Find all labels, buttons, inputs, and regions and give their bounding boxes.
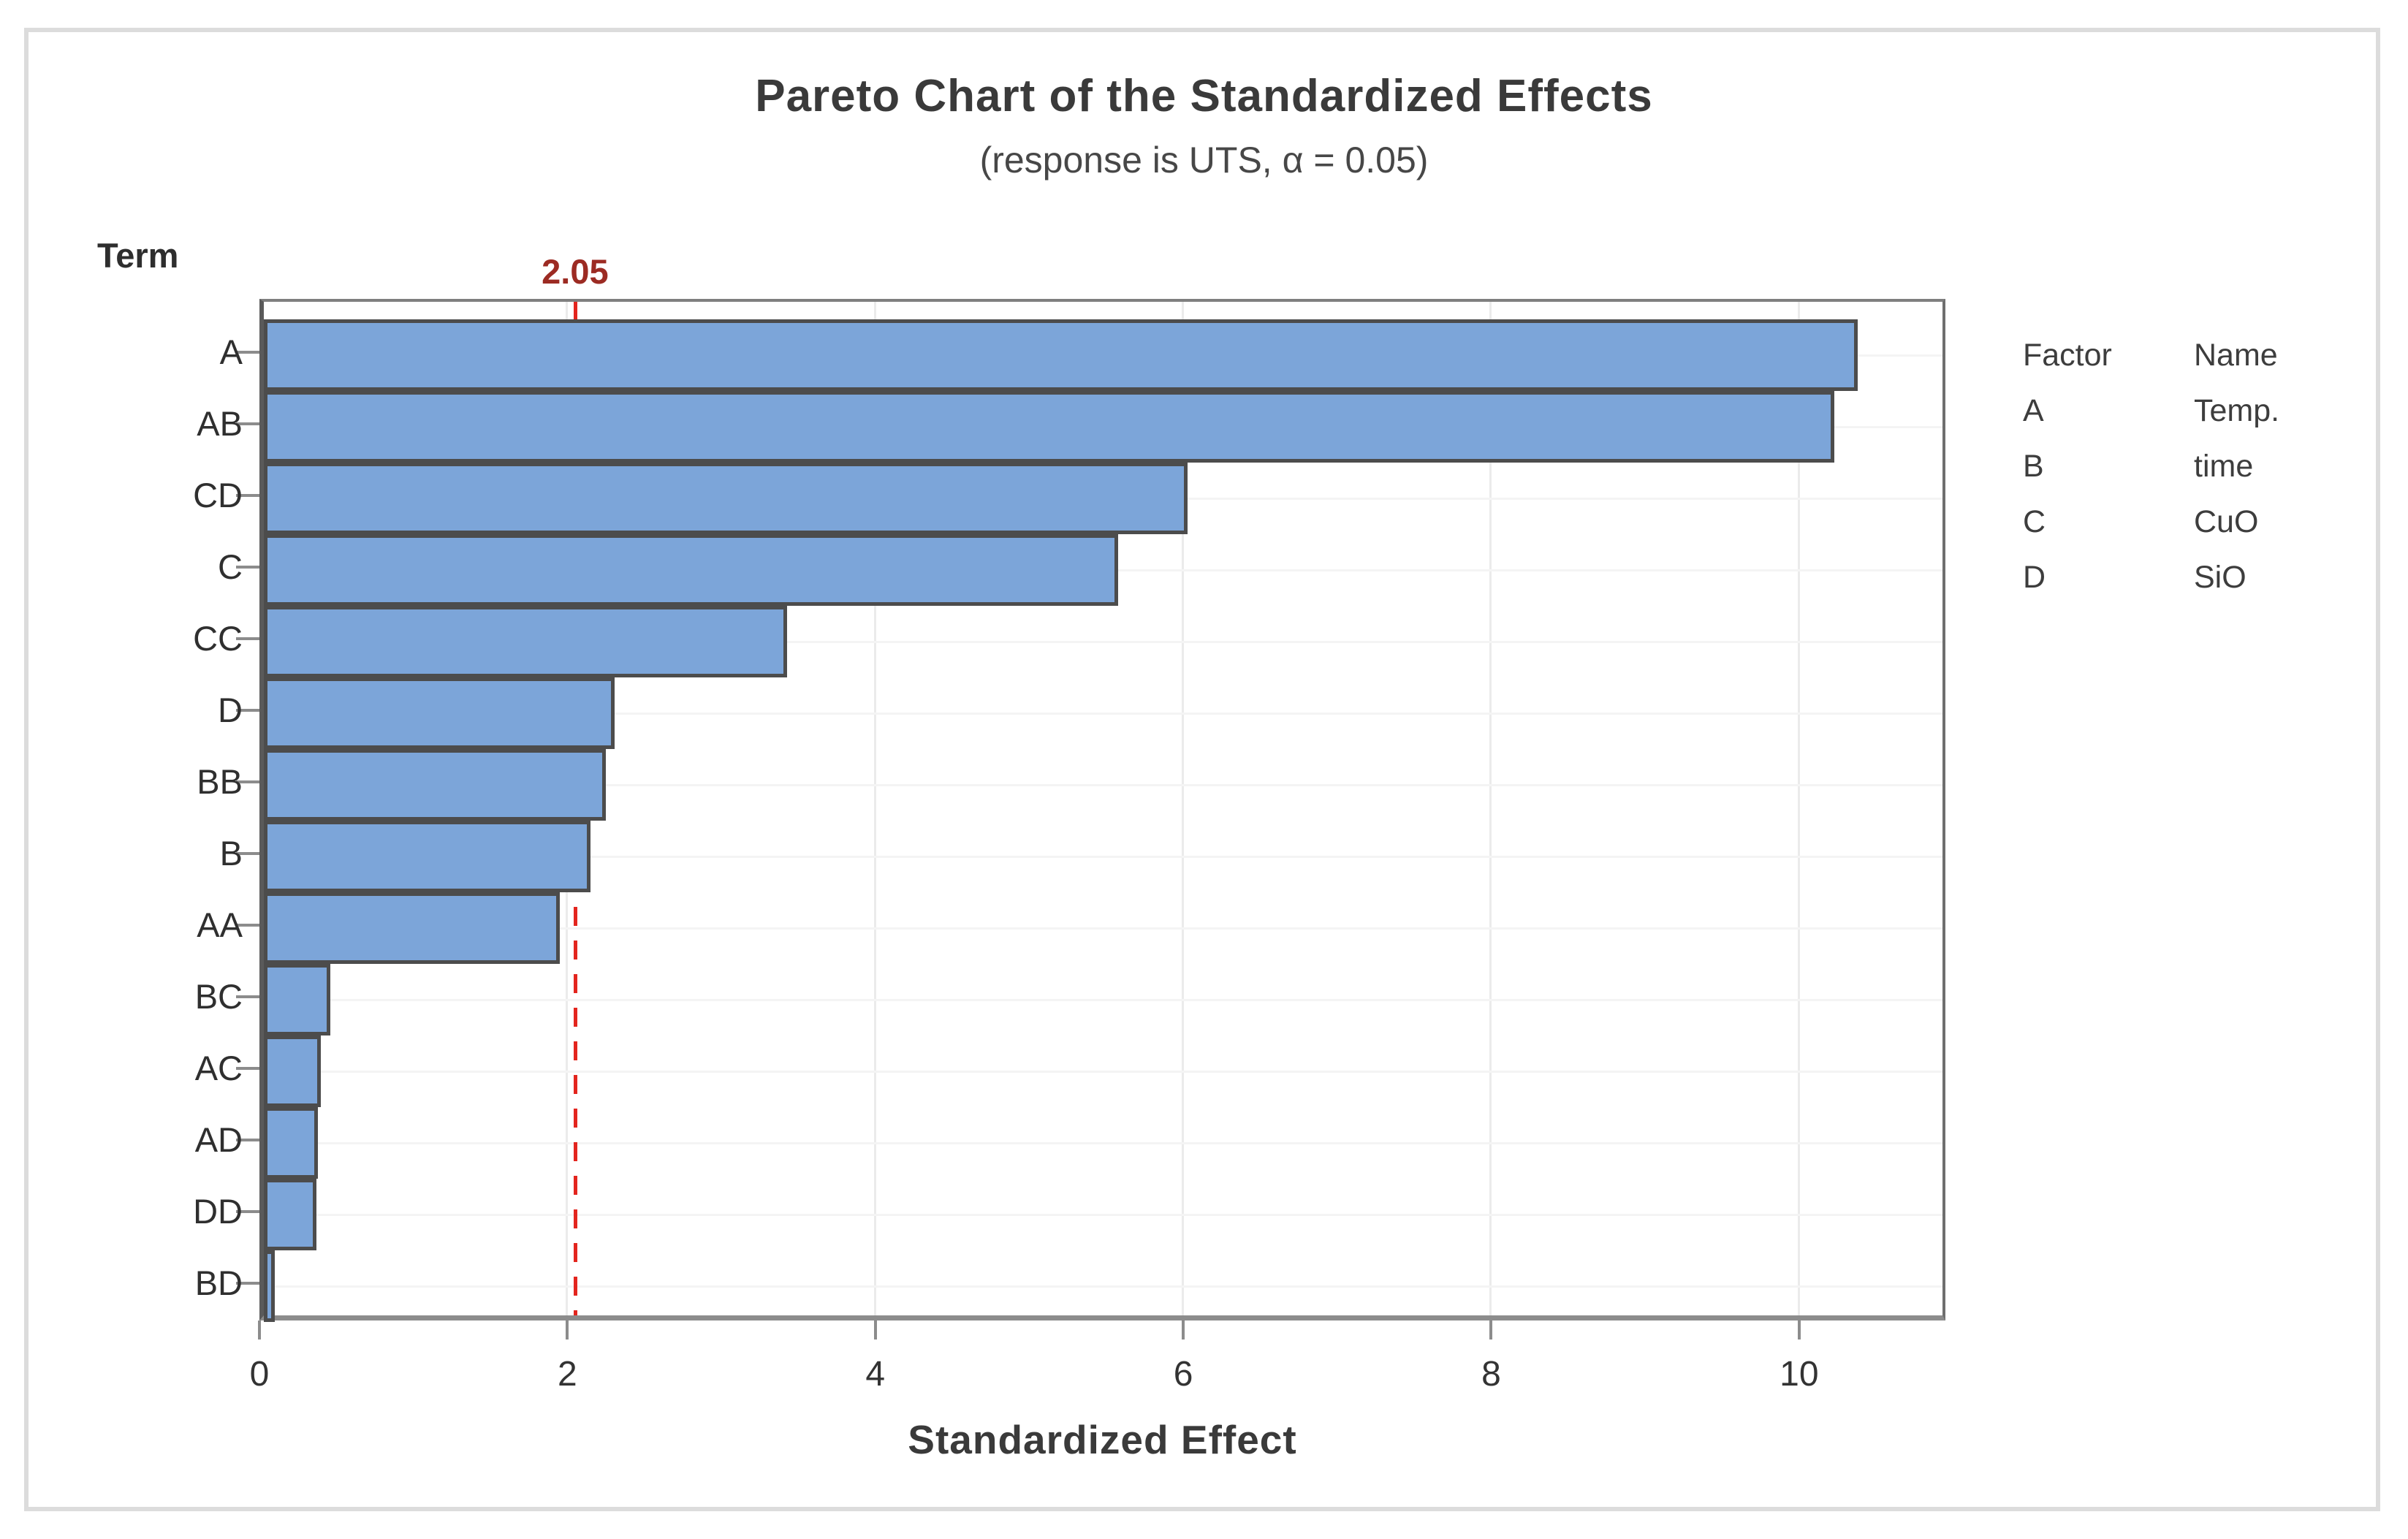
bar-BC	[264, 964, 330, 1036]
legend-header-row: Factor Name	[2023, 327, 2279, 383]
x-label-10: 10	[1780, 1355, 1819, 1394]
legend-factor-A: A	[2023, 393, 2044, 428]
y-label-AA: AA	[197, 905, 243, 944]
x-label-2: 2	[558, 1355, 577, 1394]
gridline-y-BC	[264, 999, 1942, 1001]
gridline-y-AC	[264, 1071, 1942, 1073]
y-tick-CD	[236, 494, 259, 497]
x-tick-4	[873, 1320, 877, 1340]
x-tick-0	[258, 1320, 261, 1340]
chart-title: Pareto Chart of the Standardized Effects	[755, 71, 1653, 121]
legend-factor-C: C	[2023, 504, 2046, 539]
legend-name-A: Temp.	[2194, 393, 2280, 428]
gridline-y-AA	[264, 927, 1942, 930]
y-tick-CC	[236, 637, 259, 640]
y-tick-BB	[236, 780, 259, 783]
gridline-y-BB	[264, 784, 1942, 786]
bar-BB	[264, 749, 606, 821]
y-label-B: B	[219, 834, 243, 873]
legend-row-D: D SiO	[2023, 550, 2279, 605]
y-label-C: C	[218, 547, 243, 586]
x-tick-2	[566, 1320, 569, 1340]
legend-factor-D: D	[2023, 560, 2046, 595]
bar-CD	[264, 463, 1188, 534]
y-label-AC: AC	[194, 1049, 243, 1087]
y-label-CC: CC	[193, 619, 243, 658]
bar-BD	[264, 1250, 275, 1322]
y-label-AB: AB	[197, 404, 243, 443]
reference-line-label: 2.05	[542, 252, 609, 291]
gridline-x-4	[873, 302, 876, 1315]
bar-C	[264, 534, 1119, 606]
bar-D	[264, 677, 615, 749]
x-axis-title: Standardized Effect	[908, 1417, 1297, 1462]
legend-name-C: CuO	[2194, 504, 2259, 539]
y-tick-B	[236, 852, 259, 855]
legend-header-factor: Factor	[2023, 338, 2112, 373]
y-label-CD: CD	[193, 476, 243, 514]
y-label-BB: BB	[197, 762, 243, 801]
y-label-BC: BC	[194, 977, 243, 1016]
y-tick-BC	[236, 995, 259, 998]
x-tick-10	[1797, 1320, 1801, 1340]
gridline-x-8	[1489, 302, 1492, 1315]
x-tick-6	[1182, 1320, 1185, 1340]
y-tick-A	[236, 351, 259, 354]
y-tick-DD	[236, 1210, 259, 1213]
bar-AA	[264, 892, 560, 964]
y-label-A: A	[219, 332, 243, 371]
y-label-BD: BD	[194, 1264, 243, 1302]
legend-row-C: C CuO	[2023, 494, 2279, 550]
chart-subtitle: (response is UTS, α = 0.05)	[979, 140, 1429, 180]
bar-AC	[264, 1036, 321, 1107]
y-label-DD: DD	[193, 1192, 243, 1231]
gridline-y-AD	[264, 1142, 1942, 1144]
bar-DD	[264, 1179, 316, 1250]
plot-area	[259, 299, 1945, 1322]
x-tick-8	[1489, 1320, 1493, 1340]
x-label-6: 6	[1173, 1355, 1193, 1394]
y-axis-title: Term	[97, 236, 179, 275]
y-tick-C	[236, 566, 259, 569]
y-label-D: D	[218, 691, 243, 729]
gridline-y-CC	[264, 641, 1942, 643]
y-tick-BD	[236, 1282, 259, 1285]
legend-row-A: A Temp.	[2023, 383, 2279, 438]
bar-AB	[264, 391, 1834, 463]
x-label-4: 4	[865, 1355, 886, 1394]
gridline-y-BD	[264, 1285, 1942, 1288]
y-tick-AD	[236, 1139, 259, 1141]
y-tick-AC	[236, 1067, 259, 1070]
legend-name-B: time	[2194, 449, 2254, 484]
bar-CC	[264, 606, 788, 677]
gridline-y-D	[264, 712, 1942, 715]
gridline-x-10	[1797, 302, 1800, 1315]
x-label-8: 8	[1481, 1355, 1501, 1394]
bar-B	[264, 821, 590, 892]
gridline-y-B	[264, 856, 1942, 858]
y-label-AD: AD	[194, 1120, 243, 1159]
legend-factor-B: B	[2023, 449, 2044, 484]
y-tick-AB	[236, 422, 259, 425]
bar-A	[264, 319, 1858, 391]
legend-name-D: SiO	[2194, 560, 2246, 595]
legend-header-name: Name	[2194, 338, 2278, 373]
gridline-y-DD	[264, 1214, 1942, 1216]
y-tick-D	[236, 709, 259, 712]
gridline-x-6	[1182, 302, 1185, 1315]
bar-AD	[264, 1107, 318, 1179]
y-tick-AA	[236, 924, 259, 927]
x-label-0: 0	[249, 1355, 270, 1394]
